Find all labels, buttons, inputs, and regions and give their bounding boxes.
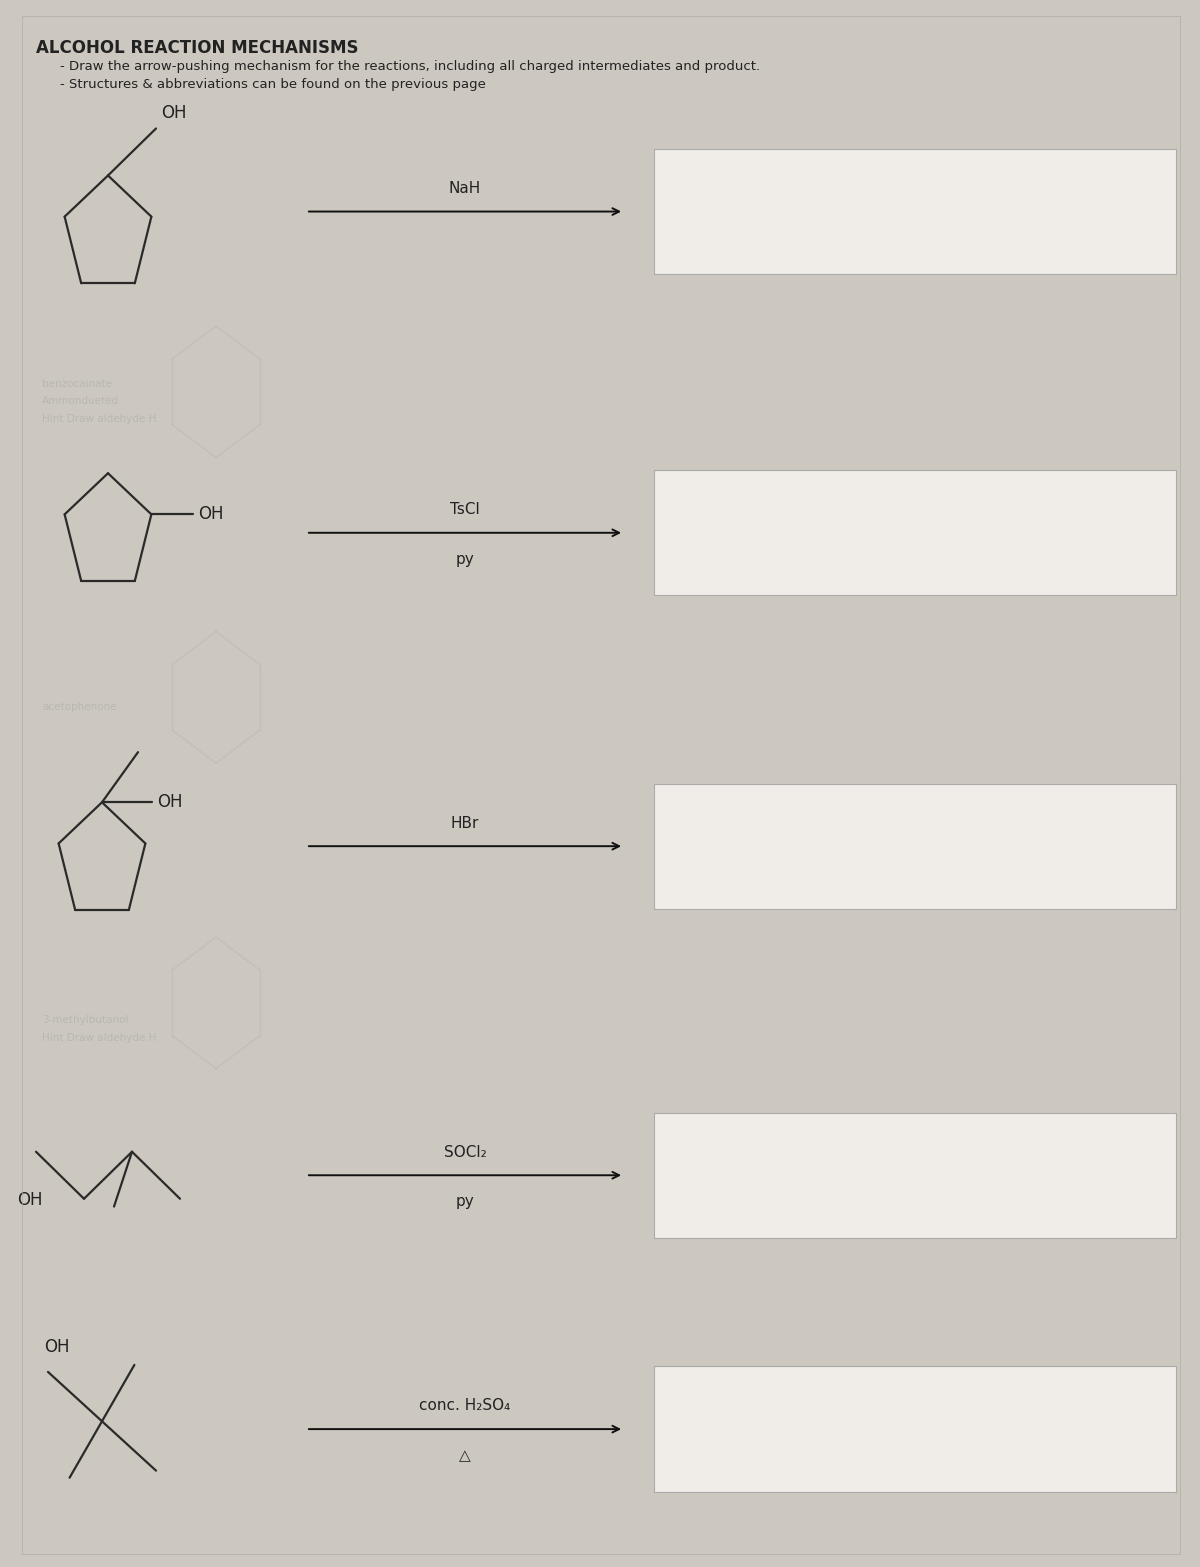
Text: SOCl₂: SOCl₂: [444, 1144, 486, 1160]
Bar: [654, 1113, 1176, 1238]
Text: acetophenone: acetophenone: [42, 702, 116, 711]
Bar: [654, 149, 1176, 274]
Text: ALCOHOL REACTION MECHANISMS: ALCOHOL REACTION MECHANISMS: [36, 39, 359, 56]
Bar: [654, 784, 1176, 909]
Text: 3-methylbutanol: 3-methylbutanol: [42, 1015, 128, 1025]
Text: benzocainate: benzocainate: [42, 379, 112, 389]
Text: TsCl: TsCl: [450, 501, 480, 517]
Text: conc. H₂SO₄: conc. H₂SO₄: [419, 1398, 511, 1413]
Text: OH: OH: [161, 105, 186, 122]
Text: py: py: [456, 1194, 474, 1210]
Text: - Structures & abbreviations can be found on the previous page: - Structures & abbreviations can be foun…: [60, 78, 486, 91]
Text: Hint Draw aldehyde H.: Hint Draw aldehyde H.: [42, 414, 160, 423]
Text: △: △: [460, 1448, 470, 1464]
Text: OH: OH: [157, 793, 182, 812]
Text: HBr: HBr: [451, 815, 479, 831]
Text: OH: OH: [17, 1191, 43, 1208]
Text: Hint Draw aldehyde H: Hint Draw aldehyde H: [42, 1033, 156, 1042]
Text: Ammondueted: Ammondueted: [42, 396, 119, 406]
Text: OH: OH: [44, 1338, 70, 1355]
Text: NaH: NaH: [449, 180, 481, 196]
Bar: [654, 1366, 1176, 1492]
Text: py: py: [456, 552, 474, 567]
Bar: [654, 470, 1176, 595]
Text: OH: OH: [198, 506, 223, 523]
Text: - Draw the arrow-pushing mechanism for the reactions, including all charged inte: - Draw the arrow-pushing mechanism for t…: [60, 60, 760, 72]
